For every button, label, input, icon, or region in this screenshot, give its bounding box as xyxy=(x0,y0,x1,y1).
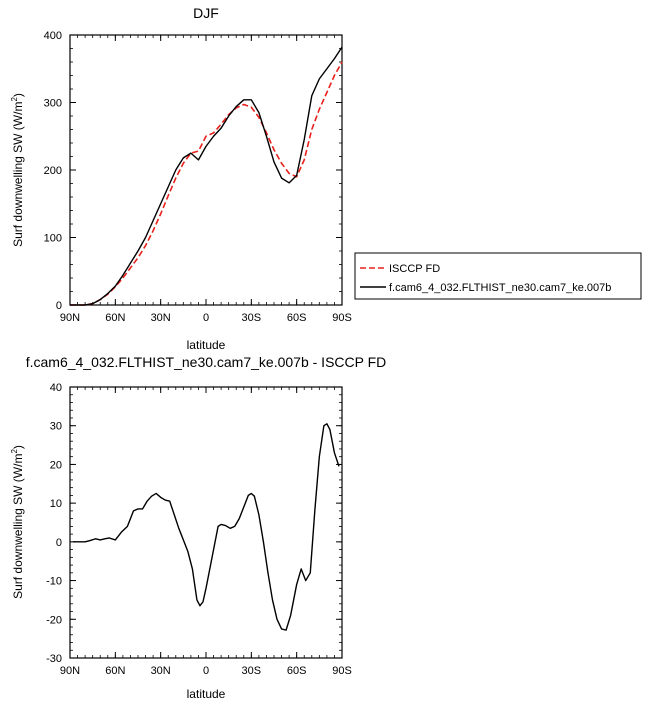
legend-box xyxy=(354,252,642,300)
top-x-tick-label: 30N xyxy=(151,312,171,324)
bottom-y-tick-label: 30 xyxy=(50,421,62,433)
bottom-x-tick-label: 0 xyxy=(203,665,209,677)
top-series-line-0 xyxy=(70,61,343,306)
legend-label-isccp: ISCCP FD xyxy=(389,263,440,275)
legend: ISCCP FD f.cam6_4_032.FLTHIST_ne30.cam7_… xyxy=(354,252,642,300)
top-plot-area: 90N 60N 30N 0 30S 60S 90S 0 100 200 300 400 xyxy=(44,30,352,324)
top-x-tick-label: 90S xyxy=(332,312,352,324)
bottom-y-tick-label: 40 xyxy=(50,382,62,394)
bottom-plot-frame xyxy=(69,386,343,659)
bottom-y-tick-label: -30 xyxy=(46,653,62,665)
top-y-tick-label: 0 xyxy=(56,300,62,312)
top-x-tick-label: 60N xyxy=(105,312,125,324)
bottom-y-tick-label: -10 xyxy=(46,576,62,588)
bottom-plot-area: 90N 60N 30N 0 30S 60S 90S -30 -20 -10 0 10 20 30 40 xyxy=(46,382,352,677)
bottom-y-tick-label: -20 xyxy=(46,614,62,626)
bottom-x-tick-label: 30N xyxy=(151,665,171,677)
bottom-x-tick-label: 90S xyxy=(332,665,352,677)
top-plot-frame xyxy=(69,34,343,306)
top-y-tick-label: 100 xyxy=(44,233,62,245)
top-x-tick-label: 60S xyxy=(287,312,307,324)
bottom-chart-title: f.cam6_4_032.FLTHIST_ne30.cam7_ke.007b -… xyxy=(26,354,387,370)
bottom-y-tick-label: 20 xyxy=(50,459,62,471)
top-y-axis-label: Surf downwelling SW (W/m2) xyxy=(10,93,25,247)
top-series-line-1 xyxy=(70,46,343,306)
bottom-x-tick-label: 60S xyxy=(287,665,307,677)
top-chart-title: DJF xyxy=(193,5,219,21)
top-panel: DJF 90N 60N 30N 0 30S 60S 90S 0 100 200 300 400 lat… xyxy=(10,5,352,352)
top-x-axis-label: latitude xyxy=(187,338,226,352)
bottom-y-axis-label: Surf downwelling SW (W/m2) xyxy=(10,445,25,599)
top-y-tick-label: 200 xyxy=(44,165,62,177)
legend-label-model: f.cam6_4_032.FLTHIST_ne30.cam7_ke.007b xyxy=(389,282,611,294)
top-x-tick-label: 0 xyxy=(203,312,209,324)
bottom-panel: f.cam6_4_032.FLTHIST_ne30.cam7_ke.007b -… xyxy=(10,354,386,701)
bottom-x-axis-label: latitude xyxy=(187,687,226,701)
bottom-y-tick-label: 10 xyxy=(50,498,62,510)
bottom-x-tick-label: 30S xyxy=(242,665,262,677)
top-x-tick-label: 90N xyxy=(60,312,80,324)
top-y-tick-label: 300 xyxy=(44,98,62,110)
bottom-y-tick-label: 0 xyxy=(56,537,62,549)
bottom-x-tick-label: 60N xyxy=(105,665,125,677)
bottom-series-line-0 xyxy=(73,423,340,631)
top-x-tick-label: 30S xyxy=(242,312,262,324)
bottom-x-tick-label: 90N xyxy=(60,665,80,677)
top-y-tick-label: 400 xyxy=(44,30,62,42)
